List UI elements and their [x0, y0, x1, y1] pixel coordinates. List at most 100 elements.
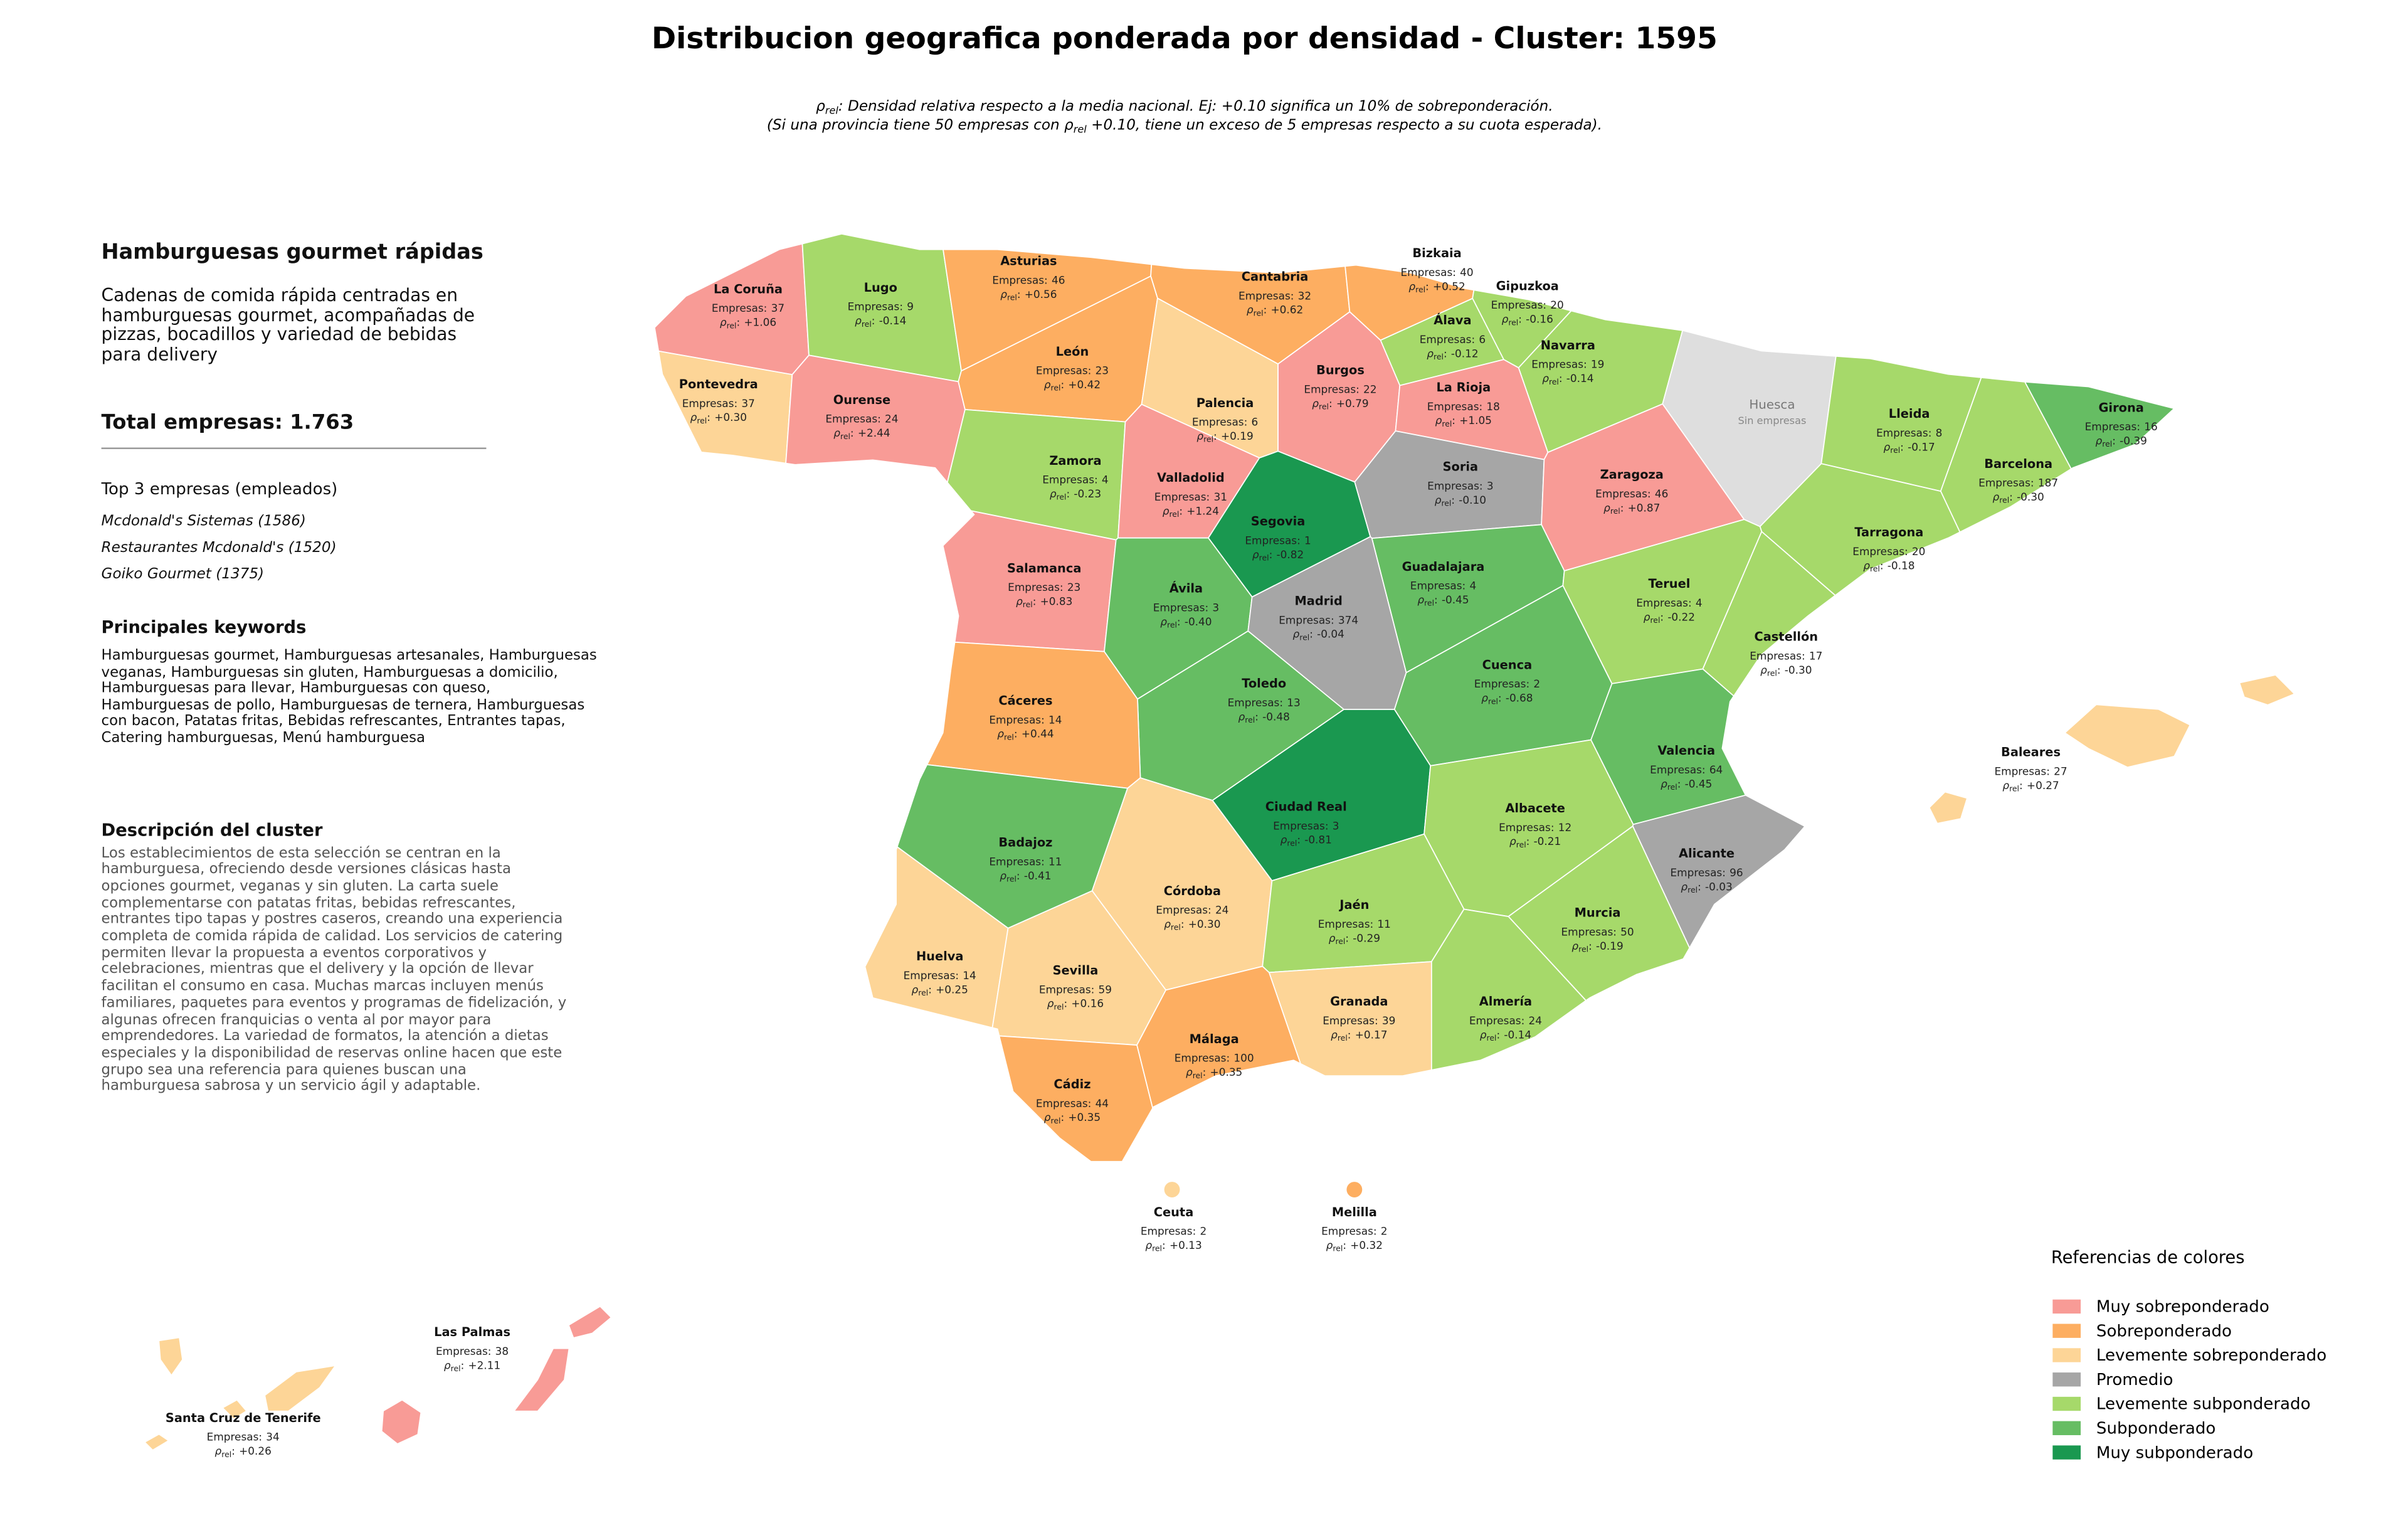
- separator: :: [1017, 869, 1020, 882]
- keywords: Hamburguesas gourmet, Hamburguesas artes…: [101, 647, 597, 747]
- province-shape: [144, 1434, 169, 1451]
- empresas-label: Empresas: 13: [1228, 696, 1301, 709]
- rho-value: +0.17: [1355, 1028, 1388, 1041]
- empresas-value: 4: [1469, 580, 1476, 592]
- separator: :: [1777, 664, 1781, 676]
- empresas-value: 40: [1460, 266, 1474, 279]
- empresas-value: 64: [1709, 763, 1723, 776]
- separator: :: [1498, 692, 1502, 704]
- symbol: ρ: [1480, 1028, 1487, 1041]
- empresas-value: 16: [2144, 420, 2158, 433]
- province-shape: [222, 1399, 247, 1419]
- empresas-value: 19: [1591, 358, 1604, 371]
- sidebar: Hamburguesas gourmet rápidas Cadenas de …: [101, 240, 597, 1095]
- prefix: Empresas:: [1595, 487, 1650, 500]
- prefix: Empresas:: [1039, 983, 1094, 995]
- symbol: ρ: [1884, 440, 1891, 453]
- prefix: Empresas:: [1279, 613, 1334, 626]
- rho-value: +0.25: [936, 983, 968, 995]
- top-item: Goiko Gourmet (1375): [101, 566, 265, 583]
- rho-label: ρrel: -0.22: [1644, 610, 1695, 625]
- prefix: Empresas:: [1042, 474, 1097, 486]
- province-name: Zamora: [1049, 454, 1101, 468]
- separator: :: [1425, 280, 1429, 292]
- prefix: Empresas:: [992, 273, 1047, 286]
- symbol: ρ: [1571, 940, 1578, 952]
- rho-label: ρrel: -0.10: [1435, 494, 1486, 508]
- separator: :: [1434, 593, 1438, 606]
- rho-value: +0.35: [1210, 1066, 1243, 1078]
- province-name: Málaga: [1190, 1032, 1239, 1046]
- rho-label: ρrel: +0.83: [1016, 595, 1072, 609]
- legend-label: Muy subponderado: [2096, 1443, 2253, 1462]
- province-name: La Coruña: [714, 282, 783, 296]
- prefix: Empresas:: [436, 1345, 491, 1357]
- cluster-text: Los establecimientos de esta selección s…: [101, 844, 567, 1095]
- province-name: Castellón: [1754, 630, 1818, 644]
- province-name: Santa Cruz de Tenerife: [166, 1411, 321, 1425]
- province-name: Barcelona: [1984, 457, 2052, 471]
- prefix: Empresas:: [1036, 364, 1091, 377]
- empresas-label: Empresas: 8: [1876, 427, 1942, 439]
- subscript: rel: [1434, 352, 1444, 361]
- prefix: Empresas:: [1636, 597, 1691, 609]
- subscript: rel: [697, 416, 707, 425]
- symbol: ρ: [1408, 280, 1415, 292]
- subscript: rel: [221, 1450, 231, 1459]
- legend-swatch: [2052, 1372, 2081, 1387]
- empresas-label: Empresas: 1: [1245, 534, 1311, 547]
- prefix: Empresas:: [1994, 765, 2049, 777]
- province-shape: [1508, 825, 1691, 1002]
- separator: :: [1343, 1239, 1346, 1251]
- symbol: ρ: [1326, 1239, 1333, 1251]
- empresas-value: 59: [1099, 983, 1112, 995]
- province-name: Segovia: [1251, 514, 1306, 529]
- prefix: Empresas:: [989, 713, 1044, 726]
- province-shape: [264, 1365, 336, 1412]
- province-name: La Rioja: [1436, 380, 1491, 395]
- empresas-value: 12: [1558, 821, 1572, 834]
- province-shape: [158, 1337, 183, 1376]
- province-name: Córdoba: [1164, 884, 1221, 898]
- symbol: ρ: [1681, 880, 1687, 893]
- subscript: rel: [1171, 923, 1181, 932]
- rho-label: ρrel: -0.04: [1293, 628, 1344, 642]
- subscript: rel: [1890, 445, 1900, 455]
- rho-label: ρrel: -0.21: [1509, 835, 1561, 849]
- rho-label: ρrel: -0.81: [1281, 834, 1332, 848]
- empresas-value: 2: [1381, 1225, 1388, 1238]
- province-shape: [1632, 794, 1806, 950]
- rho-value: -0.16: [1526, 313, 1553, 326]
- legend-title: Referencias de colores: [2051, 1248, 2245, 1267]
- prefix: Empresas:: [1175, 1052, 1230, 1064]
- empresas-label: Empresas: 12: [1499, 821, 1571, 834]
- empresas-label: Empresas: 18: [1427, 400, 1500, 413]
- subscript: rel: [1335, 936, 1345, 946]
- prefix: Empresas:: [848, 300, 903, 313]
- province-name: Huesca: [1749, 397, 1795, 411]
- symbol: ρ: [997, 728, 1004, 740]
- prefix: Empresas:: [1420, 333, 1475, 346]
- empresas-value: 100: [1233, 1052, 1254, 1064]
- empresas-label: Empresas: 34: [207, 1431, 280, 1443]
- separator: :: [1203, 1066, 1207, 1078]
- province-shape: [658, 350, 793, 464]
- prefix: Empresas:: [2085, 420, 2140, 433]
- prefix: Empresas:: [1978, 477, 2034, 489]
- legend: Referencias de colores Muy sobreponderad…: [2051, 1248, 2326, 1462]
- prefix: Empresas:: [1156, 904, 1211, 916]
- empresas-label: Empresas: 31: [1154, 491, 1227, 503]
- rho-value: +0.44: [1022, 728, 1054, 740]
- top-item: Mcdonald's Sistemas (1586): [101, 512, 306, 531]
- separator: :: [1162, 1239, 1166, 1251]
- province-name: Toledo: [1242, 676, 1286, 691]
- province-name: Gipuzkoa: [1496, 279, 1559, 293]
- separator: :: [1698, 880, 1701, 893]
- province-name: Cantabria: [1242, 270, 1309, 284]
- subtitle-text: : Densidad relativa respecto a la media …: [838, 98, 1553, 115]
- symbol: ρ: [1603, 501, 1610, 514]
- province-name: Lleida: [1889, 406, 1930, 421]
- rho-value: +0.42: [1068, 378, 1101, 391]
- province-name: Cáceres: [998, 694, 1052, 708]
- empresas-label: Empresas: 4: [1636, 597, 1702, 609]
